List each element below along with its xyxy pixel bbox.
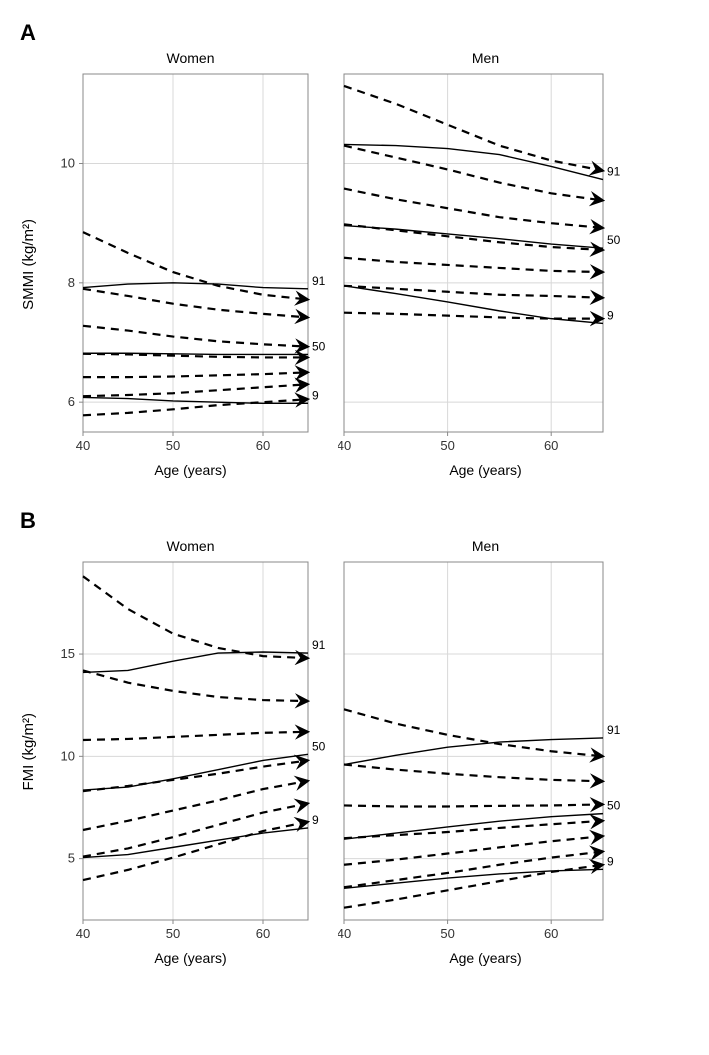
percentile-label: 91 — [607, 165, 621, 179]
chart-svg: 91 50 9 40 50 60 — [338, 558, 633, 948]
x-tick-label: 40 — [338, 438, 351, 453]
y-tick-label: 6 — [68, 394, 75, 409]
y-tick-label: 10 — [61, 156, 75, 171]
chart-svg: 91 50 9 40 50 60 5 10 15 — [43, 558, 338, 948]
x-tick-label: 60 — [256, 926, 270, 941]
y-tick-label: 8 — [68, 275, 75, 290]
y-tick-label: 15 — [61, 646, 75, 661]
x-axis-label: Age (years) — [449, 462, 521, 478]
percentile-dashed-line — [83, 670, 308, 701]
percentile-dashed-line — [344, 865, 603, 908]
percentile-dashed-line — [83, 372, 308, 377]
percentile-dashed-line — [83, 326, 308, 347]
percentile-label: 9 — [607, 308, 614, 322]
chart-svg: 91 50 9 40 50 60 — [338, 70, 633, 460]
facet: Men 91 50 9 40 50 60 Age (years) — [338, 50, 633, 478]
x-tick-label: 40 — [76, 926, 90, 941]
percentile-dashed-line — [83, 576, 308, 658]
percentile-label: 50 — [607, 799, 621, 813]
percentile-dashed-line — [344, 836, 603, 865]
y-tick-label: 5 — [68, 851, 75, 866]
percentile-label: 91 — [312, 274, 326, 288]
x-tick-label: 60 — [256, 438, 270, 453]
x-tick-label: 50 — [440, 438, 454, 453]
percentile-dashed-line — [83, 732, 308, 740]
percentile-dashed-line — [83, 384, 308, 396]
panel-a-label: A — [20, 20, 689, 46]
facet: Men 91 50 9 40 50 60 Age (years) — [338, 538, 633, 966]
percentile-solid-line — [344, 814, 603, 840]
percentile-dashed-line — [83, 803, 308, 856]
percentile-dashed-line — [83, 289, 308, 318]
figure: A SMMI (kg/m²) Women 91 50 9 40 50 60 6 8 10 Age (… — [20, 20, 689, 966]
panel-a-ylabel: SMMI (kg/m²) — [20, 219, 37, 310]
percentile-label: 9 — [607, 854, 614, 868]
percentile-dashed-line — [344, 146, 603, 201]
x-tick-label: 60 — [544, 438, 558, 453]
percentile-label: 91 — [607, 723, 621, 737]
percentile-label: 9 — [312, 813, 319, 827]
facet: Women 91 50 9 40 50 60 6 8 10 Age (years) — [43, 50, 338, 478]
percentile-label: 9 — [312, 388, 319, 402]
percentile-dashed-line — [344, 709, 603, 756]
percentile-dashed-line — [83, 232, 308, 299]
panel-a: A SMMI (kg/m²) Women 91 50 9 40 50 60 6 8 10 Age (… — [20, 20, 689, 478]
x-tick-label: 50 — [440, 926, 454, 941]
x-axis-label: Age (years) — [449, 950, 521, 966]
percentile-solid-line — [83, 754, 308, 790]
percentile-label: 50 — [312, 339, 326, 353]
percentile-solid-line — [344, 144, 603, 179]
percentile-solid-line — [344, 286, 603, 324]
percentile-label: 50 — [312, 739, 326, 753]
facet-title: Women — [167, 538, 215, 556]
panel-b: B FMI (kg/m²) Women 91 50 9 40 50 60 5 10 15 Age (… — [20, 508, 689, 966]
x-tick-label: 40 — [76, 438, 90, 453]
percentile-solid-line — [83, 283, 308, 289]
percentile-dashed-line — [344, 851, 603, 887]
percentile-dashed-line — [344, 258, 603, 272]
facet: Women 91 50 9 40 50 60 5 10 15 Age (years) — [43, 538, 338, 966]
percentile-label: 50 — [607, 233, 621, 247]
y-tick-label: 10 — [61, 748, 75, 763]
percentile-solid-line — [344, 226, 603, 249]
x-axis-label: Age (years) — [154, 462, 226, 478]
facet-title: Men — [472, 538, 499, 556]
facet-title: Men — [472, 50, 499, 68]
chart-svg: 91 50 9 40 50 60 6 8 10 — [43, 70, 338, 460]
percentile-dashed-line — [344, 804, 603, 806]
panel-b-ylabel: FMI (kg/m²) — [20, 713, 37, 790]
percentile-dashed-line — [344, 313, 603, 319]
x-tick-label: 60 — [544, 926, 558, 941]
x-axis-label: Age (years) — [154, 950, 226, 966]
percentile-dashed-line — [344, 765, 603, 782]
x-tick-label: 50 — [166, 926, 180, 941]
facet-title: Women — [167, 50, 215, 68]
x-tick-label: 40 — [338, 926, 351, 941]
percentile-label: 91 — [312, 638, 326, 652]
x-tick-label: 50 — [166, 438, 180, 453]
panel-b-label: B — [20, 508, 689, 534]
percentile-solid-line — [83, 652, 308, 672]
percentile-solid-line — [344, 738, 603, 765]
percentile-solid-line — [83, 828, 308, 858]
percentile-dashed-line — [344, 86, 603, 171]
